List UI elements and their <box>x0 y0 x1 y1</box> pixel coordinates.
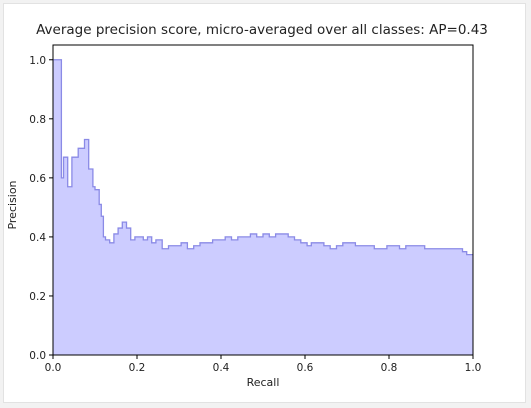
y-tick-label: 1.0 <box>29 55 46 67</box>
x-tick-label: 0.0 <box>45 362 62 374</box>
x-axis-label: Recall <box>247 376 280 389</box>
x-tick-label: 1.0 <box>465 362 482 374</box>
y-tick-label: 0.8 <box>29 114 46 126</box>
y-tick-label: 0.2 <box>29 291 46 303</box>
x-tick-label: 0.6 <box>297 362 314 374</box>
y-tick-label: 0.6 <box>29 173 46 185</box>
x-tick-label: 0.4 <box>213 362 230 374</box>
x-tick-label: 0.8 <box>381 362 398 374</box>
precision-area-fill <box>53 59 473 356</box>
y-tick-label: 0.4 <box>29 232 46 244</box>
precision-step-line <box>53 59 473 256</box>
x-axis-ticks: 0.0 0.2 0.4 0.6 0.8 1.0 <box>45 355 482 374</box>
x-tick-label: 0.2 <box>129 362 146 374</box>
axes-frame <box>52 44 474 356</box>
y-axis-label: Precision <box>6 180 19 229</box>
plot-area <box>52 44 474 356</box>
y-tick-label: 0.0 <box>29 350 46 362</box>
y-axis-ticks: 0.0 0.2 0.4 0.6 0.8 1.0 <box>29 55 53 362</box>
chart-title: Average precision score, micro-averaged … <box>36 22 488 38</box>
